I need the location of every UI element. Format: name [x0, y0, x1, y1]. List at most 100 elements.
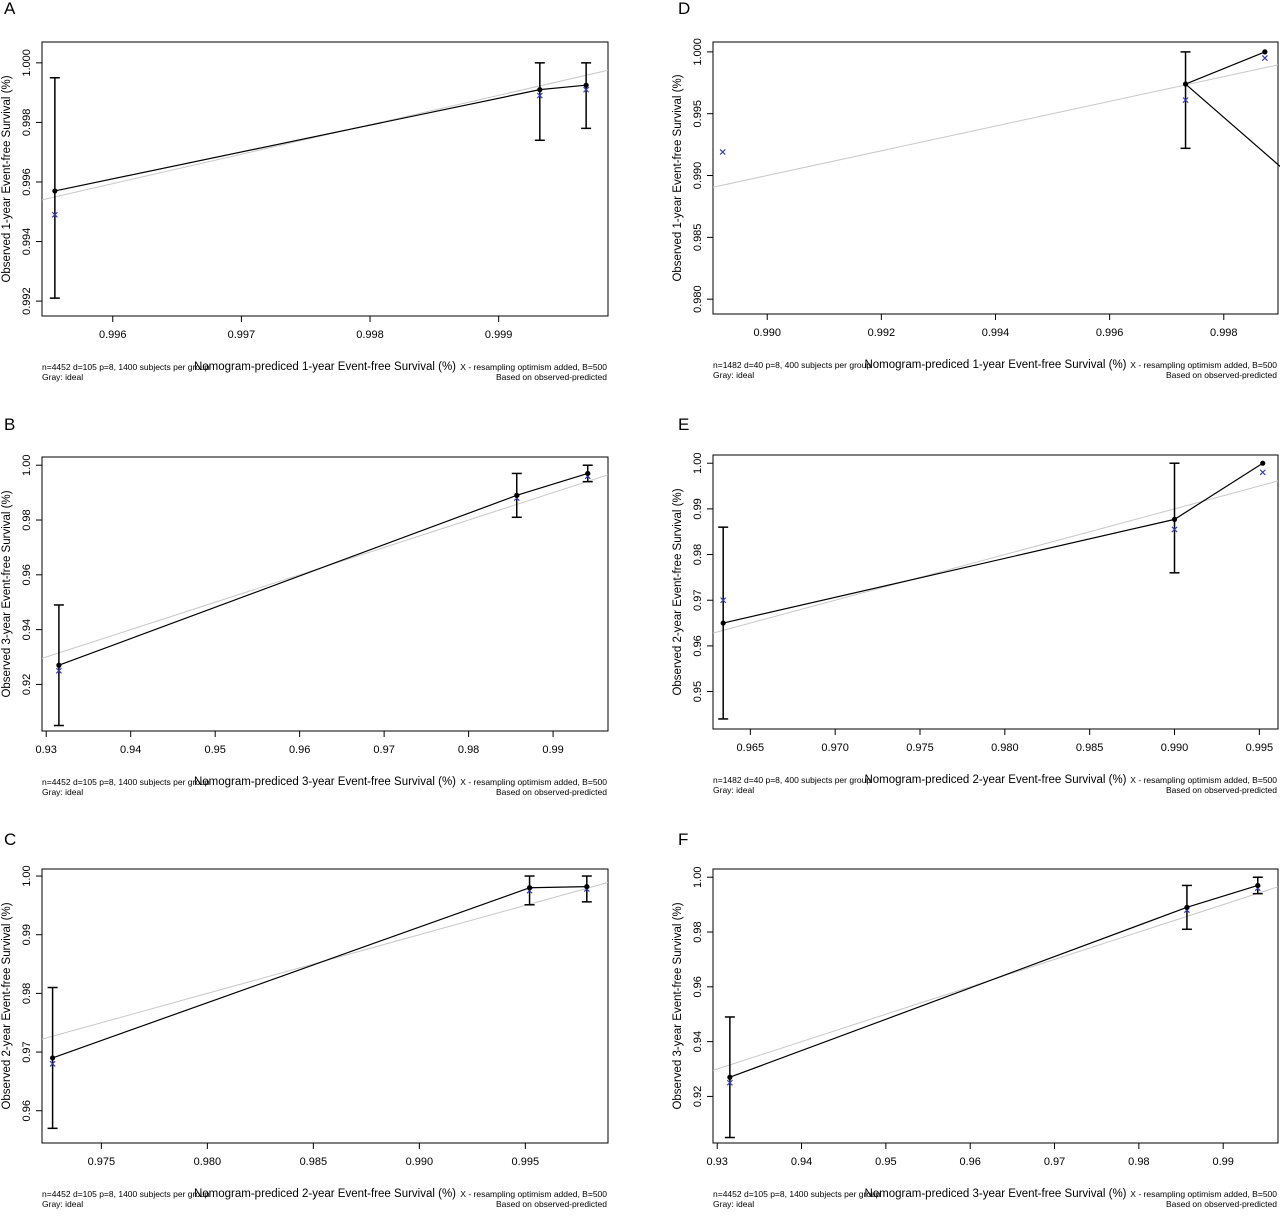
- observed-point: [585, 470, 591, 477]
- y-tick-label: 0.96: [21, 564, 33, 585]
- bias-corrected-point: [1259, 469, 1266, 476]
- observed-point: [1262, 49, 1268, 55]
- bias-corrected-point: [1261, 55, 1268, 62]
- panel-letter: D: [678, 0, 690, 18]
- observed-point: [727, 1074, 733, 1080]
- y-tick-label: 0.97: [21, 1041, 33, 1062]
- x-axis-title: Nomogram-prediced 1-year Event-free Surv…: [864, 359, 1126, 371]
- plot-frame: [712, 868, 1279, 1144]
- observed-point: [1171, 516, 1178, 522]
- x-tick-label: 0.990: [1161, 742, 1189, 754]
- x-tick-label: 0.98: [1128, 1156, 1149, 1168]
- bias-corrected-point: [1171, 526, 1178, 533]
- x-axis-title: Nomogram-prediced 3-year Event-free Surv…: [864, 1188, 1126, 1200]
- y-tick-label: 0.96: [692, 976, 704, 997]
- x-tick-label: 0.980: [194, 1156, 222, 1168]
- y-tick-label: 0.94: [692, 1031, 704, 1052]
- y-axis-title: Observed 3-year Event-free Survival (%): [1, 490, 13, 697]
- y-axis-title: Observed 2-year Event-free Survival (%): [672, 488, 684, 695]
- y-tick-label: 0.92: [21, 674, 33, 695]
- x-tick-label: 0.99: [542, 744, 563, 756]
- x-tick-label: 0.990: [406, 1156, 434, 1168]
- x-tick-label: 0.96: [289, 744, 310, 756]
- observed-point: [584, 884, 590, 890]
- x-tick-label: 0.995: [1246, 742, 1274, 754]
- panel-b: B 0.93 0.94 0.95 0.96 0.97 0.98 0.99 0.92 0.94 0.9…: [1, 415, 609, 797]
- observed-point: [56, 662, 62, 668]
- footnote-right: X - resampling optimism added, B=500: [1130, 775, 1277, 785]
- footnote-left: Gray: ideal: [713, 1199, 754, 1209]
- observed-point: [1184, 904, 1190, 910]
- x-tick-label: 0.93: [707, 1156, 728, 1168]
- x-tick-label: 0.998: [1210, 327, 1238, 339]
- plot-frame: [41, 456, 609, 732]
- y-tick-label: 0.996: [21, 168, 33, 196]
- footnote-right: Based on observed-predicted: [1166, 1199, 1277, 1209]
- footnote-right: Based on observed-predicted: [1166, 370, 1277, 380]
- plot-frame: [41, 868, 609, 1144]
- y-tick-label: 0.980: [692, 285, 704, 313]
- footnote-left: Gray: ideal: [713, 785, 754, 795]
- x-tick-label: 0.95: [875, 1156, 896, 1168]
- y-tick-label: 1.00: [21, 865, 33, 886]
- observed-point: [583, 82, 589, 88]
- y-axis-title: Observed 1-year Event-free Survival (%): [672, 74, 684, 281]
- observed-point: [537, 87, 543, 93]
- x-tick-label: 0.992: [868, 327, 896, 339]
- x-tick-label: 0.996: [99, 329, 127, 341]
- x-tick-label: 0.965: [737, 742, 765, 754]
- observed-line: [58, 472, 588, 666]
- y-tick-label: 1.000: [21, 49, 33, 77]
- x-tick-label: 0.996: [1096, 327, 1124, 339]
- x-tick-label: 0.94: [791, 1156, 812, 1168]
- y-tick-label: 0.98: [21, 509, 33, 530]
- x-tick-label: 0.98: [458, 744, 479, 756]
- footnote-right: X - resampling optimism added, B=500: [1130, 360, 1277, 370]
- panel-a: A 0.996 0.997 0.998 0.999 0.992 0.994 0.996 0.99…: [1, 0, 609, 382]
- observed-point: [514, 492, 520, 498]
- y-tick-label: 0.998: [21, 109, 33, 137]
- footnote-left: n=4452 d=105 p=8, 1400 subjects per grou…: [42, 1189, 210, 1199]
- y-tick-label: 0.95: [692, 681, 704, 702]
- y-tick-label: 0.98: [21, 983, 33, 1004]
- x-axis-title: Nomogram-prediced 2-year Event-free Surv…: [864, 774, 1126, 786]
- footnote-right: X - resampling optimism added, B=500: [460, 362, 607, 372]
- x-tick-label: 0.998: [356, 329, 384, 341]
- x-tick-label: 0.994: [982, 327, 1010, 339]
- footnote-right: Based on observed-predicted: [496, 1199, 607, 1209]
- y-tick-label: 0.990: [692, 162, 704, 190]
- bias-corrected-point: [719, 149, 726, 156]
- y-tick-label: 0.97: [692, 590, 704, 611]
- x-tick-label: 0.985: [300, 1156, 328, 1168]
- panel-c: C 0.975 0.980 0.985 0.990 0.995 0.96 0.97 0.98 0.…: [1, 830, 609, 1209]
- plot-frame: [712, 454, 1279, 730]
- observed-point: [720, 620, 726, 626]
- y-axis-title: Observed 3-year Event-free Survival (%): [672, 902, 684, 1109]
- x-tick-label: 0.975: [88, 1156, 116, 1168]
- y-tick-label: 1.00: [21, 455, 33, 476]
- y-axis-title: Observed 2-year Event-free Survival (%): [1, 902, 13, 1109]
- x-tick-label: 0.999: [485, 329, 513, 341]
- y-tick-label: 0.98: [692, 921, 704, 942]
- y-tick-label: 1.000: [692, 38, 704, 66]
- y-axis-title: Observed 1-year Event-free Survival (%): [1, 75, 13, 282]
- observed-point: [52, 188, 58, 194]
- x-tick-label: 0.93: [36, 744, 57, 756]
- x-tick-label: 0.980: [991, 742, 1019, 754]
- footnote-left: Gray: ideal: [42, 372, 83, 382]
- y-tick-label: 0.99: [21, 924, 33, 945]
- bias-corrected-point: [51, 211, 58, 218]
- bias-corrected-point: [55, 667, 62, 674]
- footnote-right: Based on observed-predicted: [1166, 785, 1277, 795]
- bias-corrected-point: [536, 92, 543, 99]
- footnote-left: n=4452 d=105 p=8, 1400 subjects per grou…: [713, 1189, 881, 1199]
- x-tick-label: 0.95: [204, 744, 225, 756]
- footnote-left: Gray: ideal: [42, 1199, 83, 1209]
- x-tick-label: 0.99: [1212, 1156, 1233, 1168]
- y-tick-label: 0.99: [692, 498, 704, 519]
- x-tick-label: 0.975: [906, 742, 934, 754]
- footnote-right: X - resampling optimism added, B=500: [460, 1189, 607, 1199]
- footnote-left: n=4452 d=105 p=8, 1400 subjects per grou…: [42, 362, 210, 372]
- panel-letter: B: [4, 415, 15, 434]
